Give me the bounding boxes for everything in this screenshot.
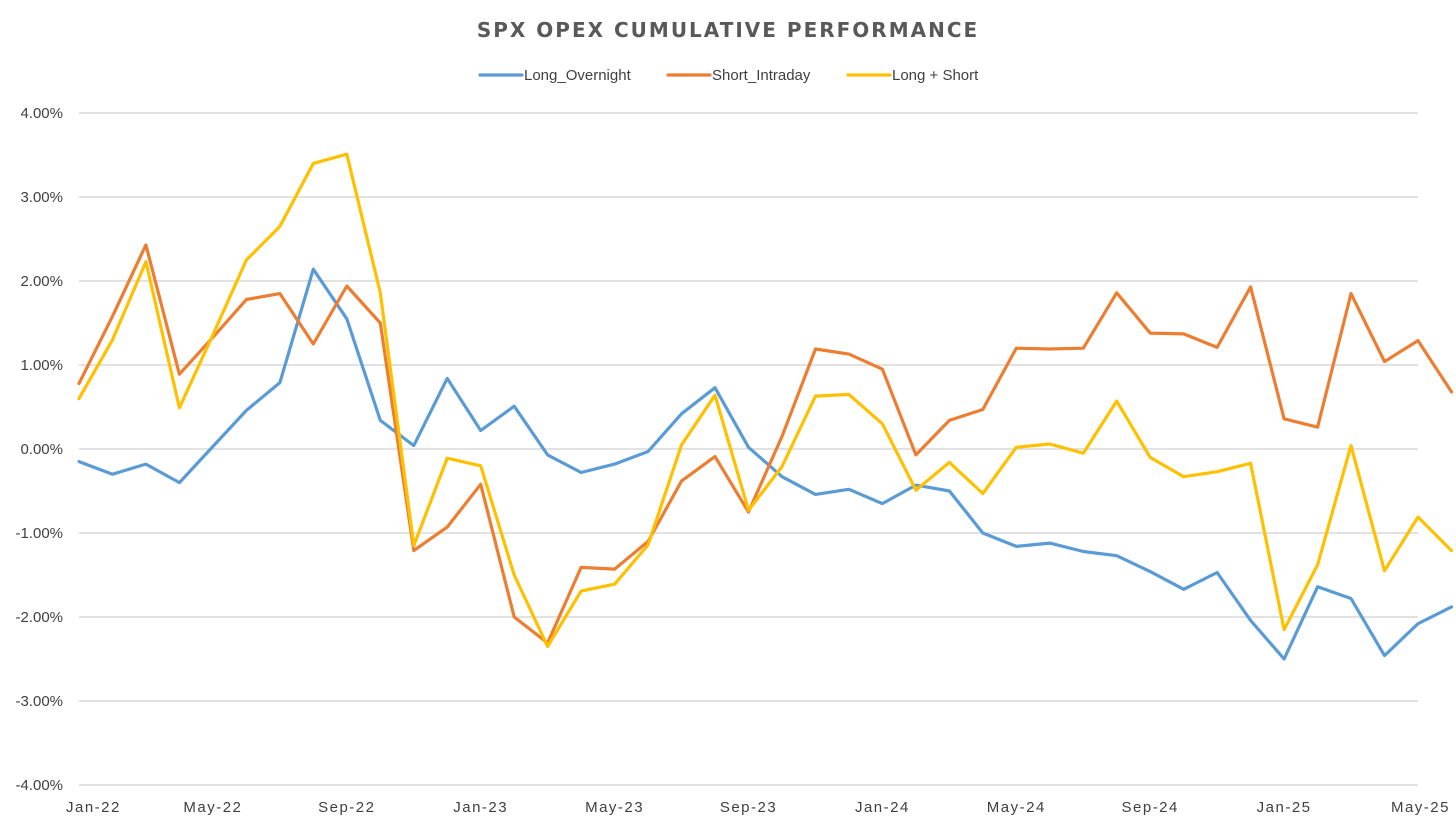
x-tick-label: Sep-22: [318, 799, 375, 816]
series-line-long-short: [77, 152, 1454, 649]
y-tick-label: -4.00%: [15, 777, 63, 794]
y-tick-label: 3.00%: [20, 189, 63, 206]
x-tick-label: May-23: [585, 799, 644, 816]
x-tick-label: Sep-23: [720, 799, 777, 816]
y-tick-label: 2.00%: [20, 273, 63, 290]
chart-title: SPX OPEX CUMULATIVE PERFORMANCE: [477, 18, 979, 42]
legend: Long_Overnight Short_Intraday Long + Short: [478, 67, 979, 84]
y-tick-label: -2.00%: [15, 609, 63, 626]
gridlines: [79, 112, 1418, 786]
x-tick-label: May-25: [1391, 799, 1450, 816]
x-tick-label: Jan-24: [855, 799, 910, 816]
legend-label-long-short: Long + Short: [892, 67, 979, 84]
series-line-long-overnight: [77, 267, 1454, 661]
x-tick-label: Jan-22: [66, 799, 121, 816]
series-lines: [77, 152, 1454, 661]
series-line-short-intraday: [77, 243, 1454, 645]
x-tick-label: Jan-25: [1257, 799, 1312, 816]
x-axis: Jan-22 May-22 Sep-22 Jan-23 May-23 Sep-23 Jan-…: [66, 799, 1450, 816]
y-tick-label: 1.00%: [20, 357, 63, 374]
y-tick-label: -3.00%: [15, 693, 63, 710]
x-tick-label: Sep-24: [1122, 799, 1179, 816]
x-tick-label: May-22: [183, 799, 242, 816]
legend-label-long-overnight: Long_Overnight: [524, 67, 632, 84]
legend-label-short-intraday: Short_Intraday: [712, 67, 811, 84]
y-tick-label: 0.00%: [20, 441, 63, 458]
x-tick-label: May-24: [987, 799, 1046, 816]
y-axis: 4.00% 3.00% 2.00% 1.00% 0.00% -1.00% -2.00% -3.…: [15, 105, 63, 794]
x-tick-label: Jan-23: [453, 799, 508, 816]
y-tick-label: -1.00%: [15, 525, 63, 542]
y-tick-label: 4.00%: [20, 105, 63, 122]
